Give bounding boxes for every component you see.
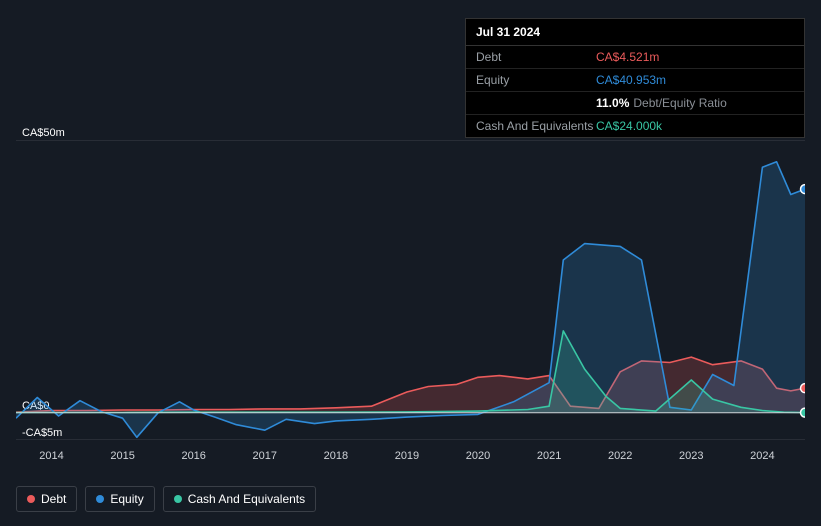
- x-axis-label: 2023: [679, 450, 703, 462]
- x-axis-label: 2018: [324, 450, 348, 462]
- x-axis-label: 2020: [466, 450, 490, 462]
- legend-item[interactable]: Debt: [16, 486, 77, 512]
- end-marker: [801, 384, 806, 393]
- legend-label: Debt: [41, 492, 66, 506]
- tooltip-row: 11.0%Debt/Equity Ratio: [466, 92, 804, 115]
- tooltip-row-value: CA$24.000k: [596, 119, 662, 133]
- tooltip-row-label: Equity: [476, 73, 596, 87]
- legend-item[interactable]: Cash And Equivalents: [163, 486, 316, 512]
- chart-legend: Debt Equity Cash And Equivalents: [16, 486, 316, 512]
- tooltip-row: DebtCA$4.521m: [466, 46, 804, 69]
- x-axis-label: 2014: [39, 450, 63, 462]
- tooltip-row-value: CA$40.953m: [596, 73, 666, 87]
- tooltip-row-value: 11.0%Debt/Equity Ratio: [596, 96, 727, 110]
- legend-dot-icon: [174, 495, 182, 503]
- legend-dot-icon: [96, 495, 104, 503]
- tooltip-row: EquityCA$40.953m: [466, 69, 804, 92]
- end-marker: [801, 185, 806, 194]
- tooltip-row-label: Debt: [476, 50, 596, 64]
- legend-item[interactable]: Equity: [85, 486, 154, 512]
- legend-dot-icon: [27, 495, 35, 503]
- end-marker: [801, 408, 806, 417]
- x-axis-label: 2021: [537, 450, 561, 462]
- tooltip-title: Jul 31 2024: [466, 19, 804, 46]
- chart-tooltip: Jul 31 2024DebtCA$4.521mEquityCA$40.953m…: [465, 18, 805, 138]
- y-axis-label: CA$50m: [22, 127, 65, 139]
- legend-label: Equity: [110, 492, 143, 506]
- x-axis-label: 2022: [608, 450, 632, 462]
- x-axis-label: 2015: [110, 450, 134, 462]
- x-axis-label: 2024: [750, 450, 774, 462]
- tooltip-row-label: Cash And Equivalents: [476, 119, 596, 133]
- tooltip-row-value: CA$4.521m: [596, 50, 659, 64]
- x-axis-label: 2017: [253, 450, 277, 462]
- x-axis-label: 2016: [181, 450, 205, 462]
- x-axis-label: 2019: [395, 450, 419, 462]
- legend-label: Cash And Equivalents: [188, 492, 305, 506]
- tooltip-row: Cash And EquivalentsCA$24.000k: [466, 115, 804, 137]
- tooltip-row-label: [476, 96, 596, 110]
- financial-chart: [16, 140, 805, 440]
